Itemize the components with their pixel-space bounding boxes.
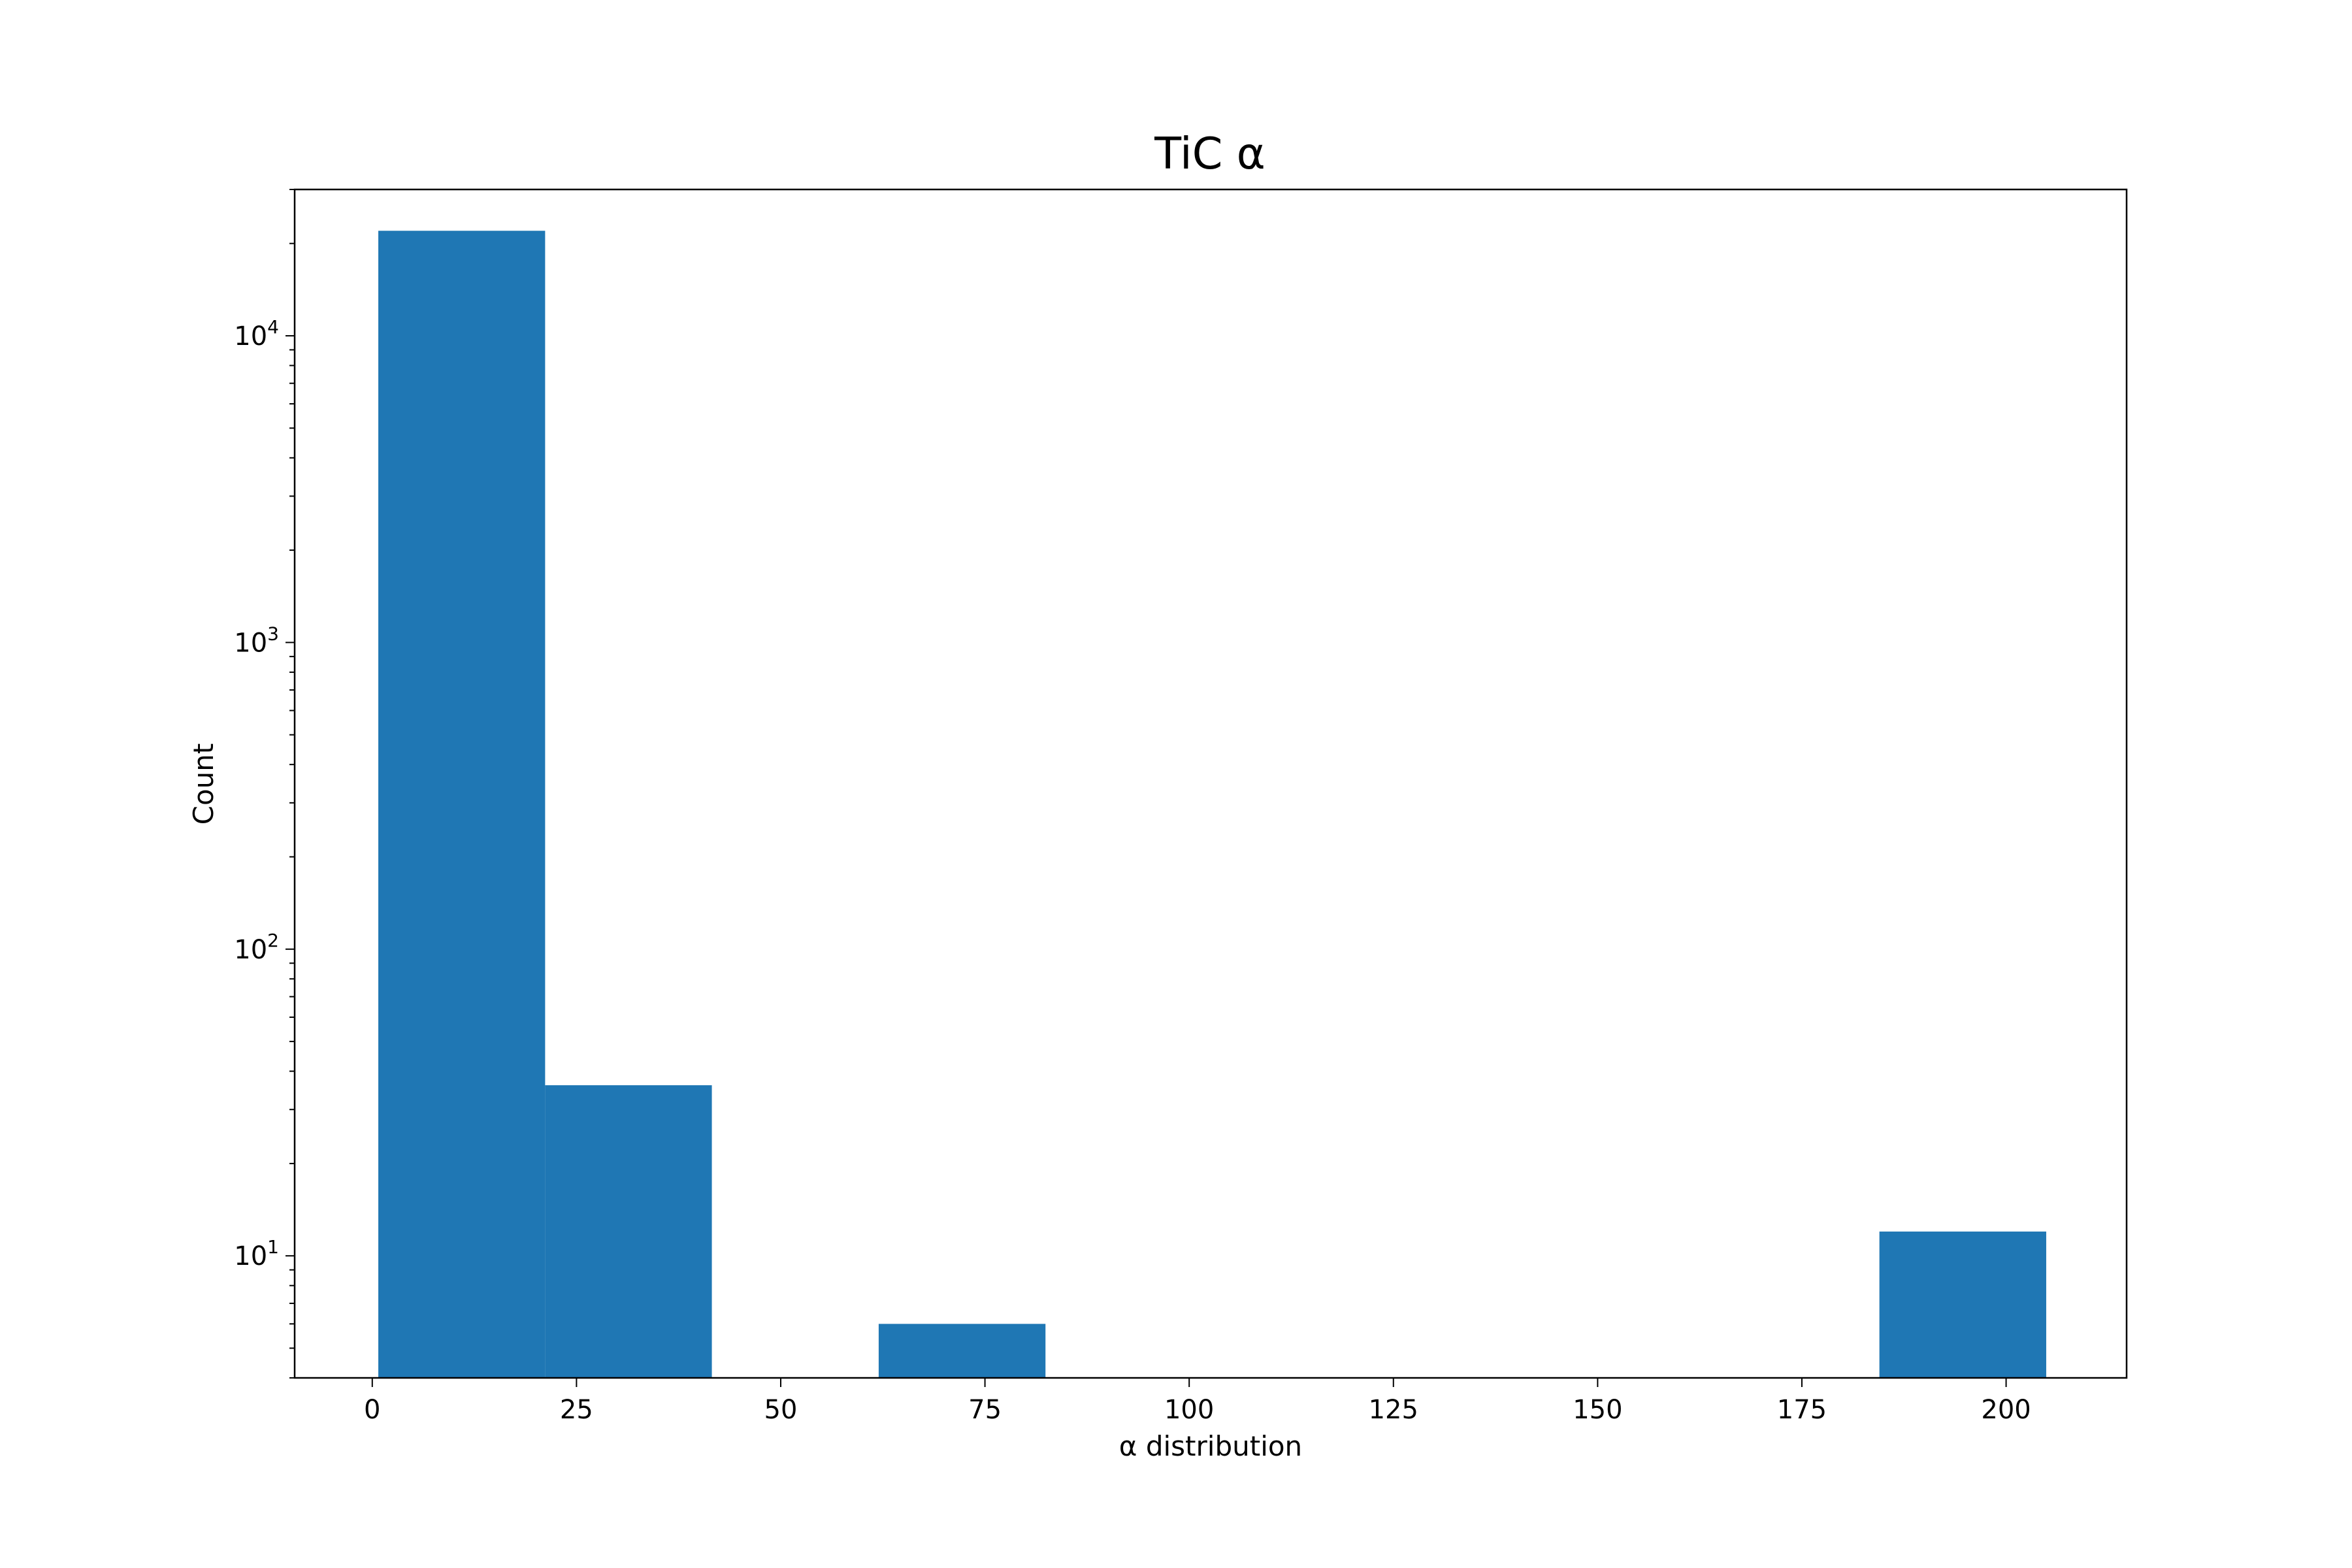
y-tick-label-3: 104	[234, 316, 279, 351]
x-tick-label-5: 125	[1369, 1395, 1418, 1425]
histogram-bar-1	[545, 1085, 712, 1378]
x-tick-label-0: 0	[364, 1395, 380, 1425]
histogram-bar-3	[878, 1324, 1046, 1378]
histogram-bar-9	[1879, 1232, 2046, 1378]
x-tick-label-8: 200	[1981, 1395, 2031, 1425]
x-tick-label-4: 100	[1164, 1395, 1214, 1425]
x-tick-label-7: 175	[1777, 1395, 1827, 1425]
histogram-bar-0	[378, 231, 546, 1378]
plot-frame	[293, 188, 2128, 1379]
x-axis-label: α distribution	[1119, 1430, 1302, 1462]
y-axis-label: Count	[188, 743, 220, 825]
bars-layer	[378, 231, 2046, 1378]
x-tick-label-6: 150	[1573, 1395, 1622, 1425]
y-tick-label-0: 101	[234, 1236, 279, 1271]
ticks-layer: 0 25 50 75 100 125 150 175 200 101 102 103 104	[234, 189, 2031, 1425]
x-tick-label-3: 75	[968, 1395, 1002, 1425]
x-tick-label-2: 50	[764, 1395, 798, 1425]
x-tick-label-1: 25	[560, 1395, 593, 1425]
y-tick-label-2: 103	[234, 623, 279, 658]
y-tick-label-1: 102	[234, 930, 279, 965]
chart-title: TiC α	[1154, 128, 1266, 179]
